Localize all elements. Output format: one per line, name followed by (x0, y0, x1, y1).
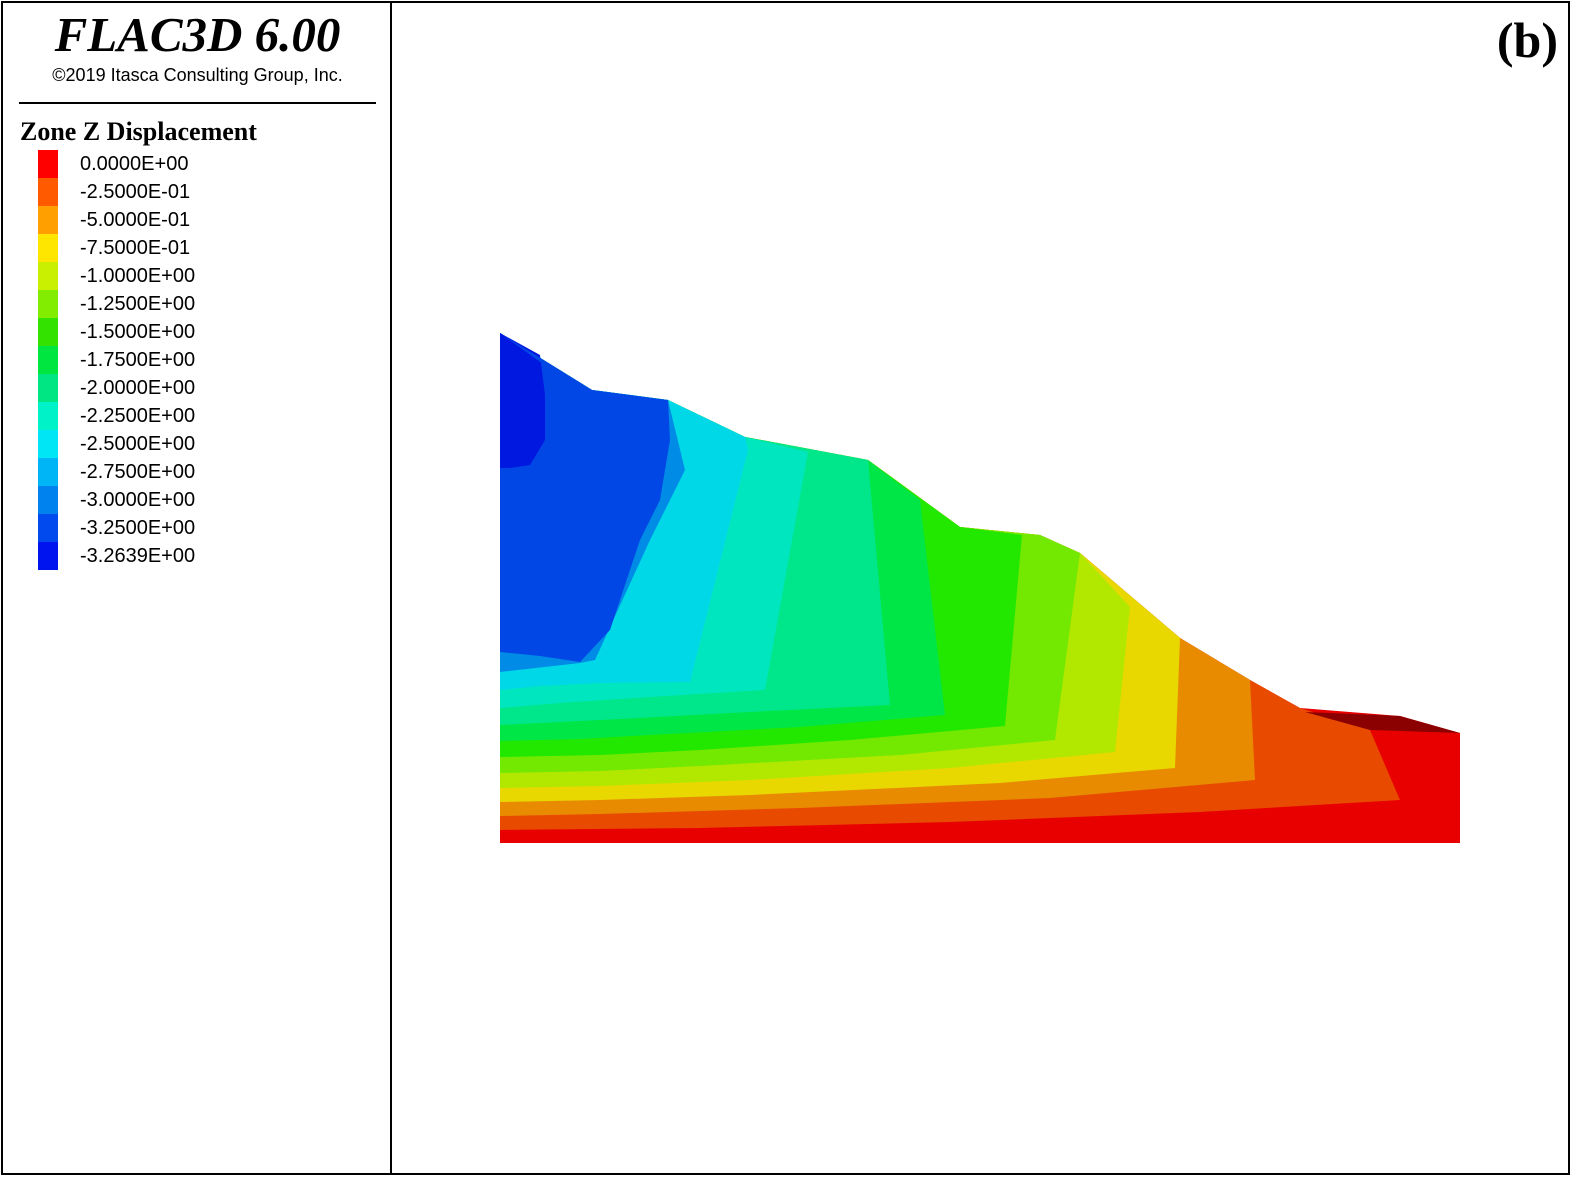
legend-label: -1.2500E+00 (80, 293, 196, 315)
contour-band-blue (500, 333, 592, 390)
legend-label: -2.5000E+00 (80, 433, 196, 455)
legend-label: -1.7500E+00 (80, 349, 196, 371)
legend-swatch (38, 458, 58, 486)
legend-label: -2.7500E+00 (80, 461, 196, 483)
legend-swatch (38, 150, 58, 178)
legend-swatch (38, 402, 58, 430)
legend-swatch (38, 346, 58, 374)
plot-area: (b) (394, 3, 1568, 1173)
legend-label: 0.0000E+00 (80, 153, 189, 175)
legend-swatch (38, 262, 58, 290)
legend-swatch (38, 178, 58, 206)
contour-band-dark-red (1305, 712, 1460, 733)
legend-label: -2.2500E+00 (80, 405, 196, 427)
legend-label: -3.2639E+00 (80, 545, 196, 567)
legend-label: -3.0000E+00 (80, 489, 196, 511)
legend-swatch (38, 290, 58, 318)
app-title: FLAC3D 6.00 (54, 7, 341, 62)
legend-swatch (38, 374, 58, 402)
legend-swatch (38, 234, 58, 262)
legend-swatch (38, 514, 58, 542)
contour-band-deep-blue (500, 333, 545, 468)
legend-label: -2.0000E+00 (80, 377, 196, 399)
legend-title: Zone Z Displacement (20, 117, 257, 146)
legend-label: -3.2500E+00 (80, 517, 196, 539)
divider (19, 102, 376, 104)
panel-label: (b) (1496, 12, 1558, 68)
legend-label: -1.5000E+00 (80, 321, 196, 343)
legend-label: -1.0000E+00 (80, 265, 196, 287)
displacement-contour-plot (500, 333, 1460, 843)
legend-label: -2.5000E-01 (80, 181, 191, 203)
legend-label: -7.5000E-01 (80, 237, 191, 259)
copyright-text: ©2019 Itasca Consulting Group, Inc. (52, 65, 343, 85)
legend-label: -5.0000E-01 (80, 209, 191, 231)
legend-swatch (38, 486, 58, 514)
legend-panel: FLAC3D 6.00 ©2019 Itasca Consulting Grou… (3, 3, 392, 1173)
legend-swatch (38, 430, 58, 458)
legend-swatch (38, 206, 58, 234)
legend-swatch (38, 542, 58, 570)
legend-swatch (38, 318, 58, 346)
